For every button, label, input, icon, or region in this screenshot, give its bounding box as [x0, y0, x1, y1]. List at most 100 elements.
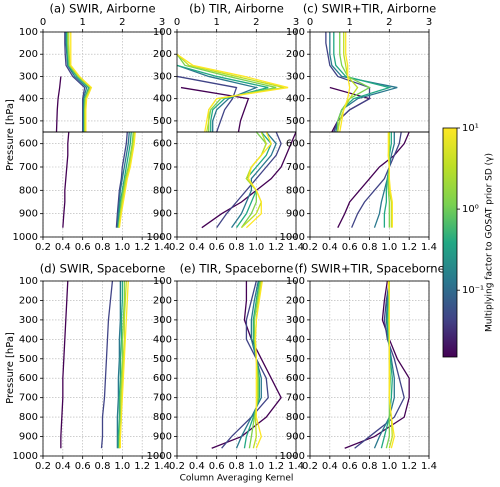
panel: 0.2 0.4 0.6 0.8 1.0 1.2 1.4 100 200 300 400 500 600 7… — [5, 262, 170, 473]
colorbar-tick-label: 10¹ — [462, 123, 479, 134]
lines — [177, 53, 289, 132]
y-tick-label: 1000 — [13, 451, 38, 462]
profile-line — [64, 32, 86, 132]
x-tick-label: 1.0 — [114, 461, 130, 472]
axes-frame — [176, 280, 297, 457]
y-tick-label: 100 — [19, 27, 38, 38]
profile-line — [221, 281, 269, 449]
x-tick-label: 2 — [119, 17, 125, 28]
profile-line — [241, 132, 267, 229]
x-tick-label: 0.6 — [75, 242, 91, 253]
y-tick-label: 600 — [153, 139, 172, 150]
panel-title: (d) SWIR, Spaceborne — [40, 262, 166, 276]
lines — [60, 281, 129, 449]
x-tick-label: 0.4 — [322, 242, 338, 253]
y-tick-label: 700 — [153, 162, 172, 173]
x-tick-label: 2 — [386, 17, 392, 28]
x-tick-label: 1.4 — [154, 242, 170, 253]
y-tick-label: 600 — [153, 373, 172, 384]
profile-line — [68, 32, 92, 132]
y-tick-label: 500 — [19, 354, 38, 365]
lines — [325, 32, 398, 132]
y-tick-label: 800 — [286, 185, 305, 196]
x-tick-label: 1.4 — [288, 242, 304, 253]
y-tick-label: 800 — [286, 412, 305, 423]
x-tick-label: 0.4 — [55, 461, 71, 472]
lines — [337, 132, 410, 228]
profile-line — [119, 281, 129, 449]
profile-line — [245, 132, 272, 229]
y-tick-label: 500 — [153, 116, 172, 127]
y-tick-label: 500 — [286, 116, 305, 127]
y-tick-label: 400 — [286, 334, 305, 345]
y-tick-label: 900 — [286, 432, 305, 443]
x-tick-label: 1.0 — [381, 461, 397, 472]
y-tick-label: 1000 — [13, 232, 38, 243]
lines — [211, 281, 282, 449]
y-tick-label: 300 — [19, 71, 38, 82]
y-tick-label: 200 — [286, 49, 305, 60]
y-tick-label: 100 — [286, 276, 305, 287]
profile-line — [116, 132, 130, 228]
profile-line — [354, 281, 405, 449]
panel: 0.2 0.4 0.6 0.8 1.0 1.2 1.4 100 200 300 400 500 600 7… — [280, 262, 445, 473]
x-tick-label: 0.6 — [342, 461, 358, 472]
colorbar — [442, 127, 458, 358]
x-tick-label: 0.2 — [35, 461, 51, 472]
y-tick-label: 300 — [19, 315, 38, 326]
x-tick-label: 0 — [40, 17, 46, 28]
panel-title: (c) SWIR+TIR, Airborne — [303, 2, 436, 16]
profile-line — [201, 132, 296, 229]
x-tick-label: 0.2 — [302, 242, 318, 253]
y-tick-label: 200 — [19, 49, 38, 60]
x-tick-label: 3 — [159, 17, 165, 28]
y-tick-label: 1000 — [280, 451, 305, 462]
axes-frame — [309, 280, 430, 457]
axes-frame — [176, 31, 297, 133]
lines — [62, 132, 136, 228]
y-tick-label: 900 — [286, 209, 305, 220]
x-tick-label: 0.4 — [189, 461, 205, 472]
x-tick-label: 1 — [346, 17, 352, 28]
profile-line — [115, 132, 128, 228]
x-tick-label: 0 — [174, 17, 180, 28]
profile-line — [339, 32, 351, 132]
y-axis-label: Pressure [hPa] — [5, 332, 16, 404]
panel: 0.2 0.4 0.6 0.8 1.0 1.2 1.4 600 700 800 900 1000 — [13, 131, 170, 253]
y-tick-label: 300 — [286, 71, 305, 82]
y-tick-label: 100 — [19, 276, 38, 287]
y-tick-label: 400 — [286, 94, 305, 105]
axes-frame — [42, 131, 163, 238]
y-tick-label: 1000 — [147, 451, 172, 462]
profile-line — [383, 132, 392, 228]
profile-line — [387, 281, 395, 449]
profile-line — [118, 132, 136, 228]
profile-line — [118, 132, 135, 228]
y-tick-label: 100 — [153, 27, 172, 38]
profile-line — [337, 32, 371, 132]
y-tick-label: 500 — [286, 354, 305, 365]
y-tick-label: 900 — [19, 209, 38, 220]
profile-line — [337, 32, 359, 132]
y-tick-label: 200 — [19, 295, 38, 306]
profile-line — [325, 32, 371, 132]
lines — [201, 132, 296, 229]
x-tick-label: 3 — [426, 17, 432, 28]
x-tick-label: 1.0 — [248, 242, 264, 253]
y-tick-label: 300 — [286, 315, 305, 326]
x-tick-label: 0.4 — [322, 461, 338, 472]
profile-line — [387, 132, 393, 228]
axes-frame — [42, 280, 163, 457]
profile-line — [235, 281, 262, 449]
x-tick-label: 0.8 — [362, 461, 378, 472]
profile-line — [240, 132, 268, 229]
y-tick-label: 300 — [153, 71, 172, 82]
x-tick-label: 0.6 — [209, 461, 225, 472]
x-tick-label: 0.8 — [95, 242, 111, 253]
profile-line — [55, 76, 62, 132]
profile-line — [337, 132, 410, 228]
y-tick-label: 400 — [153, 334, 172, 345]
x-tick-label: 1.2 — [268, 461, 284, 472]
colorbar-label: Multiplying factor to GOSAT prior SD (γ) — [485, 153, 495, 332]
